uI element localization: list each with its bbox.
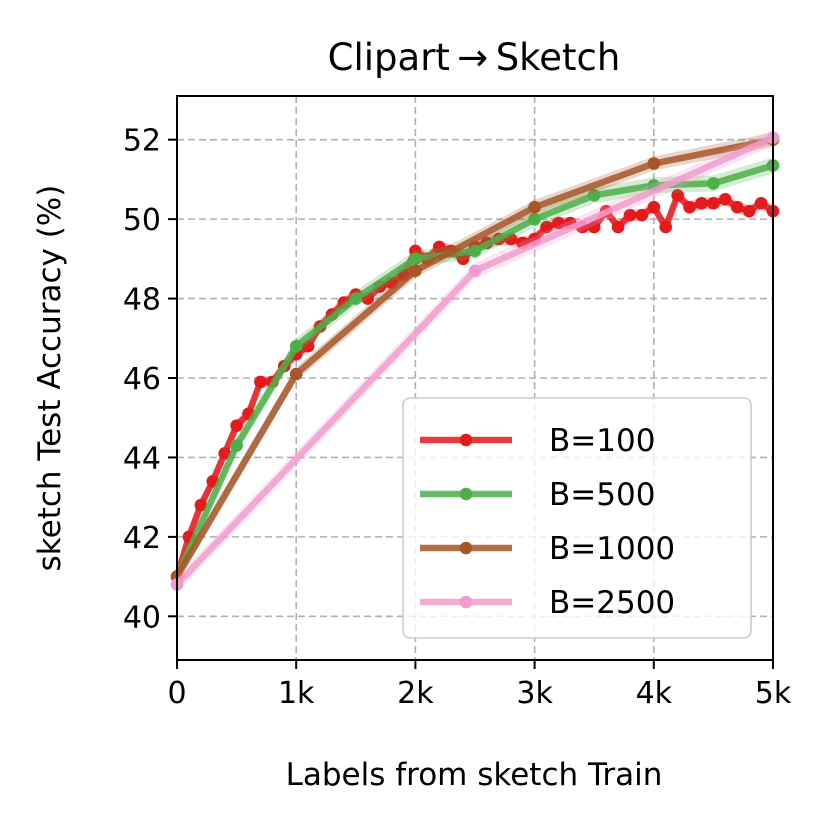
data-point [671, 188, 684, 202]
y-tick-label: 42 [123, 521, 161, 556]
legend-swatch-marker [459, 595, 473, 609]
y-tick-label: 44 [123, 441, 161, 476]
legend-label: B=500 [549, 477, 655, 513]
data-point [707, 177, 720, 190]
data-point [409, 264, 422, 278]
data-point [468, 264, 482, 278]
data-point [218, 447, 231, 460]
legend-frame [402, 397, 752, 639]
data-point [659, 220, 673, 234]
legend-entry: B=2500 [420, 585, 675, 621]
data-point [468, 244, 482, 258]
data-point [683, 200, 696, 214]
y-tick-label: 40 [123, 600, 161, 635]
data-point [289, 339, 303, 353]
x-axis-title: Labels from sketch Train [286, 757, 663, 793]
legend-label: B=100 [549, 423, 655, 459]
data-point [647, 200, 661, 214]
legend-entry: B=1000 [420, 531, 675, 567]
data-point [647, 157, 661, 170]
data-point [432, 240, 446, 254]
data-point [552, 216, 565, 230]
data-point [194, 498, 208, 512]
chart-title: Clipart → Sketch [328, 36, 621, 79]
series-layer [170, 129, 780, 593]
legend-entry: B=100 [420, 423, 655, 459]
legend-swatch-marker [459, 541, 473, 555]
x-tick-label: 1k [278, 676, 315, 711]
data-point [528, 212, 541, 226]
data-point [230, 419, 243, 432]
x-tick-label: 4k [636, 676, 673, 711]
data-point [754, 196, 768, 210]
data-point [528, 200, 541, 214]
y-tick-label: 48 [123, 283, 161, 318]
legend: B=100 B=500 B=1000 B=2500 [402, 397, 752, 639]
x-tick-label: 5k [755, 676, 792, 711]
axis-ticks: 0 1k 2k 3k 4k 5k 40 42 44 46 48 50 52 [123, 124, 792, 711]
data-point [635, 208, 649, 222]
data-point [409, 252, 422, 266]
data-point [540, 220, 553, 234]
y-axis-title: sketch Test Accuracy (%) [32, 185, 68, 572]
data-point [730, 200, 744, 214]
legend-swatch-marker [459, 433, 473, 447]
x-tick-label: 0 [167, 676, 186, 711]
series-line [173, 136, 777, 580]
data-point [587, 220, 601, 234]
data-point [695, 196, 708, 210]
legend-label: B=2500 [549, 585, 675, 621]
data-point [230, 439, 243, 452]
data-point [707, 196, 720, 210]
data-point [587, 188, 601, 202]
data-point [254, 375, 267, 389]
x-tick-label: 2k [397, 676, 434, 711]
legend-swatch-marker [459, 487, 473, 501]
series-band [177, 157, 773, 585]
data-point [611, 220, 625, 234]
legend-label: B=1000 [549, 531, 675, 567]
legend-entry: B=500 [420, 477, 655, 513]
y-tick-label: 52 [123, 124, 161, 159]
data-point [742, 204, 756, 218]
data-point [349, 292, 363, 305]
y-tick-label: 50 [123, 203, 161, 238]
data-point [719, 192, 732, 206]
y-tick-label: 46 [123, 362, 161, 397]
data-point [623, 208, 637, 222]
data-point [289, 367, 303, 381]
x-tick-label: 3k [516, 676, 553, 711]
